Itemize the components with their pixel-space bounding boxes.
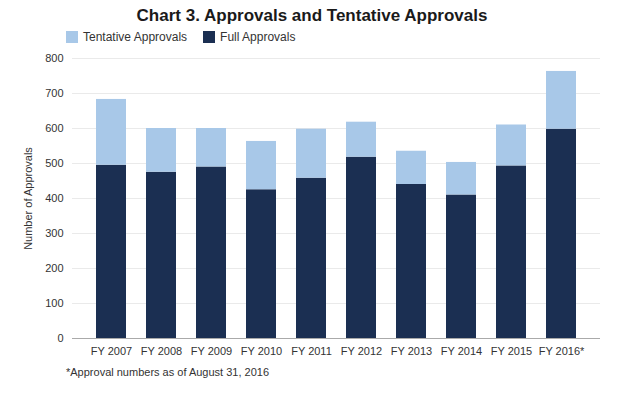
html-text:*Approval numbers as of August: *Approval numbers as of August 31, 2016 xyxy=(66,366,269,378)
svg-text:FY 2011: FY 2011 xyxy=(291,345,332,357)
svg-text:400: 400 xyxy=(45,192,63,204)
svg-text:200: 200 xyxy=(45,262,63,274)
svg-text:FY 2012: FY 2012 xyxy=(341,345,382,357)
svg-text:500: 500 xyxy=(45,157,63,169)
html-text:Full Approvals: Full Approvals xyxy=(220,30,296,44)
svg-text:100: 100 xyxy=(45,297,63,309)
svg-text:FY 2008: FY 2008 xyxy=(141,345,182,357)
html-text:Chart 3. Approvals and Tentati: Chart 3. Approvals and Tentative Approva… xyxy=(136,6,488,25)
svg-text:300: 300 xyxy=(45,227,63,239)
svg-text:800: 800 xyxy=(45,52,63,64)
svg-text:FY 2007: FY 2007 xyxy=(91,345,132,357)
svg-text:Number of Approvals: Number of Approvals xyxy=(22,147,34,250)
svg-text:FY 2010: FY 2010 xyxy=(241,345,282,357)
svg-text:FY 2015: FY 2015 xyxy=(491,345,532,357)
svg-text:FY 2009: FY 2009 xyxy=(191,345,232,357)
svg-text:FY 2014: FY 2014 xyxy=(441,345,482,357)
svg-text:FY 2013: FY 2013 xyxy=(391,345,432,357)
svg-text:FY 2016*: FY 2016* xyxy=(539,345,585,357)
svg-text:700: 700 xyxy=(45,87,63,99)
svg-text:600: 600 xyxy=(45,122,63,134)
svg-text:0: 0 xyxy=(57,332,63,344)
html-text:Tentative Approvals: Tentative Approvals xyxy=(83,30,188,44)
